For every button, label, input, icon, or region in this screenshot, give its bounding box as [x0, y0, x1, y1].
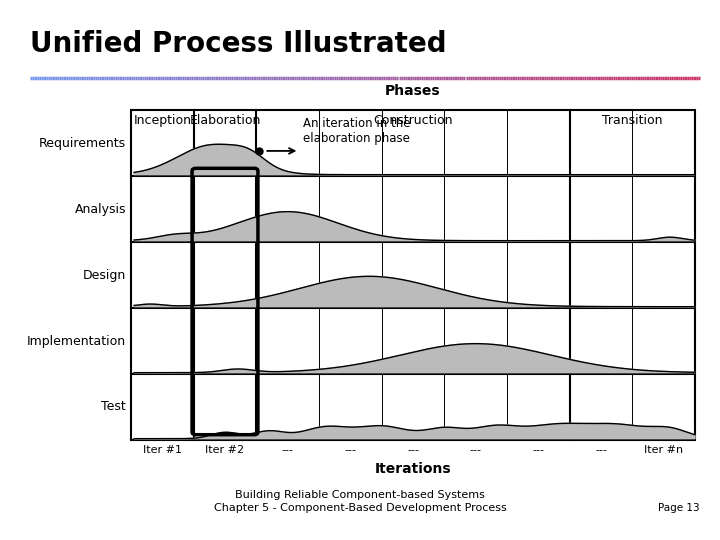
Text: ---: ---	[282, 445, 294, 455]
Text: Page 13: Page 13	[658, 503, 700, 513]
Text: Iter #2: Iter #2	[205, 445, 245, 455]
Text: Inception: Inception	[133, 114, 192, 127]
Polygon shape	[134, 212, 695, 241]
Polygon shape	[134, 276, 695, 307]
Text: Analysis: Analysis	[74, 202, 126, 215]
Text: Iterations: Iterations	[374, 462, 451, 476]
Text: ---: ---	[407, 445, 419, 455]
Text: Iter #1: Iter #1	[143, 445, 182, 455]
Polygon shape	[134, 144, 695, 174]
Text: Iter #n: Iter #n	[644, 445, 683, 455]
Text: ---: ---	[595, 445, 607, 455]
Text: Construction: Construction	[373, 114, 453, 127]
Text: ---: ---	[344, 445, 356, 455]
Text: Requirements: Requirements	[39, 137, 126, 150]
Text: Implementation: Implementation	[27, 334, 126, 348]
Text: Transition: Transition	[602, 114, 662, 127]
Text: Elaboration: Elaboration	[189, 114, 261, 127]
Text: ---: ---	[532, 445, 544, 455]
Text: Unified Process Illustrated: Unified Process Illustrated	[30, 30, 446, 58]
Text: ---: ---	[469, 445, 482, 455]
Text: Phases: Phases	[385, 84, 441, 98]
Bar	[131, 110, 695, 440]
Text: Building Reliable Component-based Systems: Building Reliable Component-based System…	[235, 490, 485, 500]
Polygon shape	[134, 343, 695, 373]
Polygon shape	[134, 423, 695, 438]
Text: Chapter 5 - Component-Based Development Process: Chapter 5 - Component-Based Development …	[214, 503, 506, 513]
Text: Design: Design	[83, 268, 126, 281]
Text: Test: Test	[102, 401, 126, 414]
Text: An iteration in the
elaboration phase: An iteration in the elaboration phase	[303, 117, 411, 145]
